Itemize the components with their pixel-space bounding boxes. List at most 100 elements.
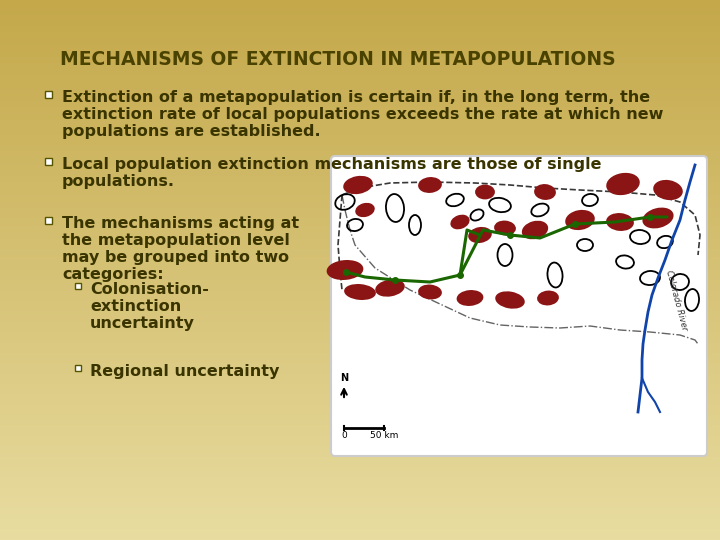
Bar: [0, 344, 720, 345]
Bar: [0, 210, 720, 211]
Bar: [0, 279, 720, 280]
Bar: [0, 369, 720, 370]
Bar: [0, 155, 720, 156]
Bar: [0, 0, 720, 1]
Bar: [0, 506, 720, 507]
Bar: [0, 316, 720, 317]
Bar: [0, 214, 720, 215]
Bar: [0, 273, 720, 274]
Bar: [0, 503, 720, 504]
Bar: [0, 311, 720, 312]
Text: Colonisation-: Colonisation-: [90, 282, 209, 297]
Bar: [0, 362, 720, 363]
Bar: [0, 79, 720, 80]
Bar: [0, 533, 720, 534]
Bar: [0, 401, 720, 402]
Bar: [0, 145, 720, 146]
Bar: [0, 449, 720, 450]
Bar: [0, 233, 720, 234]
Bar: [0, 391, 720, 392]
Bar: [0, 230, 720, 231]
Bar: [0, 517, 720, 518]
Bar: [0, 81, 720, 82]
Bar: [0, 478, 720, 479]
Bar: [0, 221, 720, 222]
Bar: [0, 82, 720, 83]
Bar: [0, 371, 720, 372]
Bar: [0, 226, 720, 227]
Bar: [0, 29, 720, 30]
Bar: [0, 237, 720, 238]
Text: may be grouped into two: may be grouped into two: [62, 250, 289, 265]
Bar: [0, 193, 720, 194]
Bar: [45, 91, 52, 98]
Bar: [0, 136, 720, 137]
Bar: [0, 347, 720, 348]
Bar: [0, 348, 720, 349]
Bar: [0, 468, 720, 469]
Bar: [0, 9, 720, 10]
Bar: [0, 39, 720, 40]
Bar: [0, 248, 720, 249]
Bar: [0, 227, 720, 228]
Bar: [0, 374, 720, 375]
Bar: [0, 299, 720, 300]
Bar: [0, 133, 720, 134]
Bar: [0, 465, 720, 466]
Bar: [0, 31, 720, 32]
Bar: [0, 52, 720, 53]
Bar: [0, 333, 720, 334]
Bar: [0, 414, 720, 415]
Bar: [0, 261, 720, 262]
Bar: [0, 326, 720, 327]
Text: 50 km: 50 km: [370, 431, 398, 440]
Bar: [0, 328, 720, 329]
Bar: [0, 90, 720, 91]
Bar: [0, 287, 720, 288]
Bar: [0, 19, 720, 20]
Bar: [0, 100, 720, 101]
Bar: [0, 42, 720, 43]
Bar: [0, 241, 720, 242]
Bar: [0, 189, 720, 190]
Bar: [0, 436, 720, 437]
Bar: [0, 531, 720, 532]
Bar: [0, 286, 720, 287]
Bar: [0, 7, 720, 8]
Bar: [0, 527, 720, 528]
Bar: [0, 512, 720, 513]
Bar: [0, 65, 720, 66]
Bar: [0, 407, 720, 408]
Bar: [0, 355, 720, 356]
Bar: [0, 235, 720, 236]
Bar: [75, 365, 81, 371]
Bar: [0, 307, 720, 308]
Bar: [0, 249, 720, 250]
Bar: [0, 507, 720, 508]
Bar: [0, 336, 720, 337]
Bar: [0, 178, 720, 179]
Bar: [0, 110, 720, 111]
Bar: [0, 25, 720, 26]
Bar: [0, 112, 720, 113]
Bar: [0, 330, 720, 331]
Bar: [0, 484, 720, 485]
Bar: [0, 85, 720, 86]
Bar: [0, 539, 720, 540]
Bar: [0, 521, 720, 522]
Bar: [0, 444, 720, 445]
Bar: [0, 206, 720, 207]
Bar: [0, 17, 720, 18]
Bar: [0, 411, 720, 412]
Ellipse shape: [654, 181, 682, 199]
Bar: [0, 28, 720, 29]
Bar: [0, 397, 720, 398]
Bar: [0, 44, 720, 45]
Bar: [0, 400, 720, 401]
Bar: [0, 5, 720, 6]
Bar: [0, 485, 720, 486]
Bar: [0, 303, 720, 304]
Ellipse shape: [523, 221, 547, 238]
Bar: [0, 232, 720, 233]
Bar: [0, 353, 720, 354]
